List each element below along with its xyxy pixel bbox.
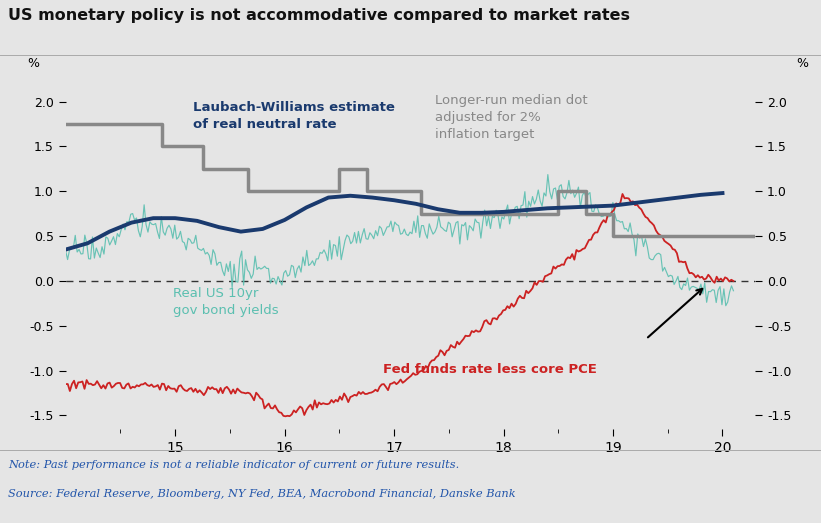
Text: %: %	[28, 57, 39, 70]
Text: Note: Past performance is not a reliable indicator of current or future results.: Note: Past performance is not a reliable…	[8, 460, 460, 470]
Text: Real US 10yr
gov bond yields: Real US 10yr gov bond yields	[172, 287, 278, 317]
Text: Longer-run median dot
adjusted for 2%
inflation target: Longer-run median dot adjusted for 2% in…	[434, 94, 587, 141]
Text: US monetary policy is not accommodative compared to market rates: US monetary policy is not accommodative …	[8, 8, 631, 23]
Text: %: %	[796, 57, 809, 70]
Text: Laubach-Williams estimate
of real neutral rate: Laubach-Williams estimate of real neutra…	[193, 101, 395, 131]
Text: Fed funds rate less core PCE: Fed funds rate less core PCE	[383, 363, 597, 376]
Text: Source: Federal Reserve, Bloomberg, NY Fed, BEA, Macrobond Financial, Danske Ban: Source: Federal Reserve, Bloomberg, NY F…	[8, 489, 516, 499]
